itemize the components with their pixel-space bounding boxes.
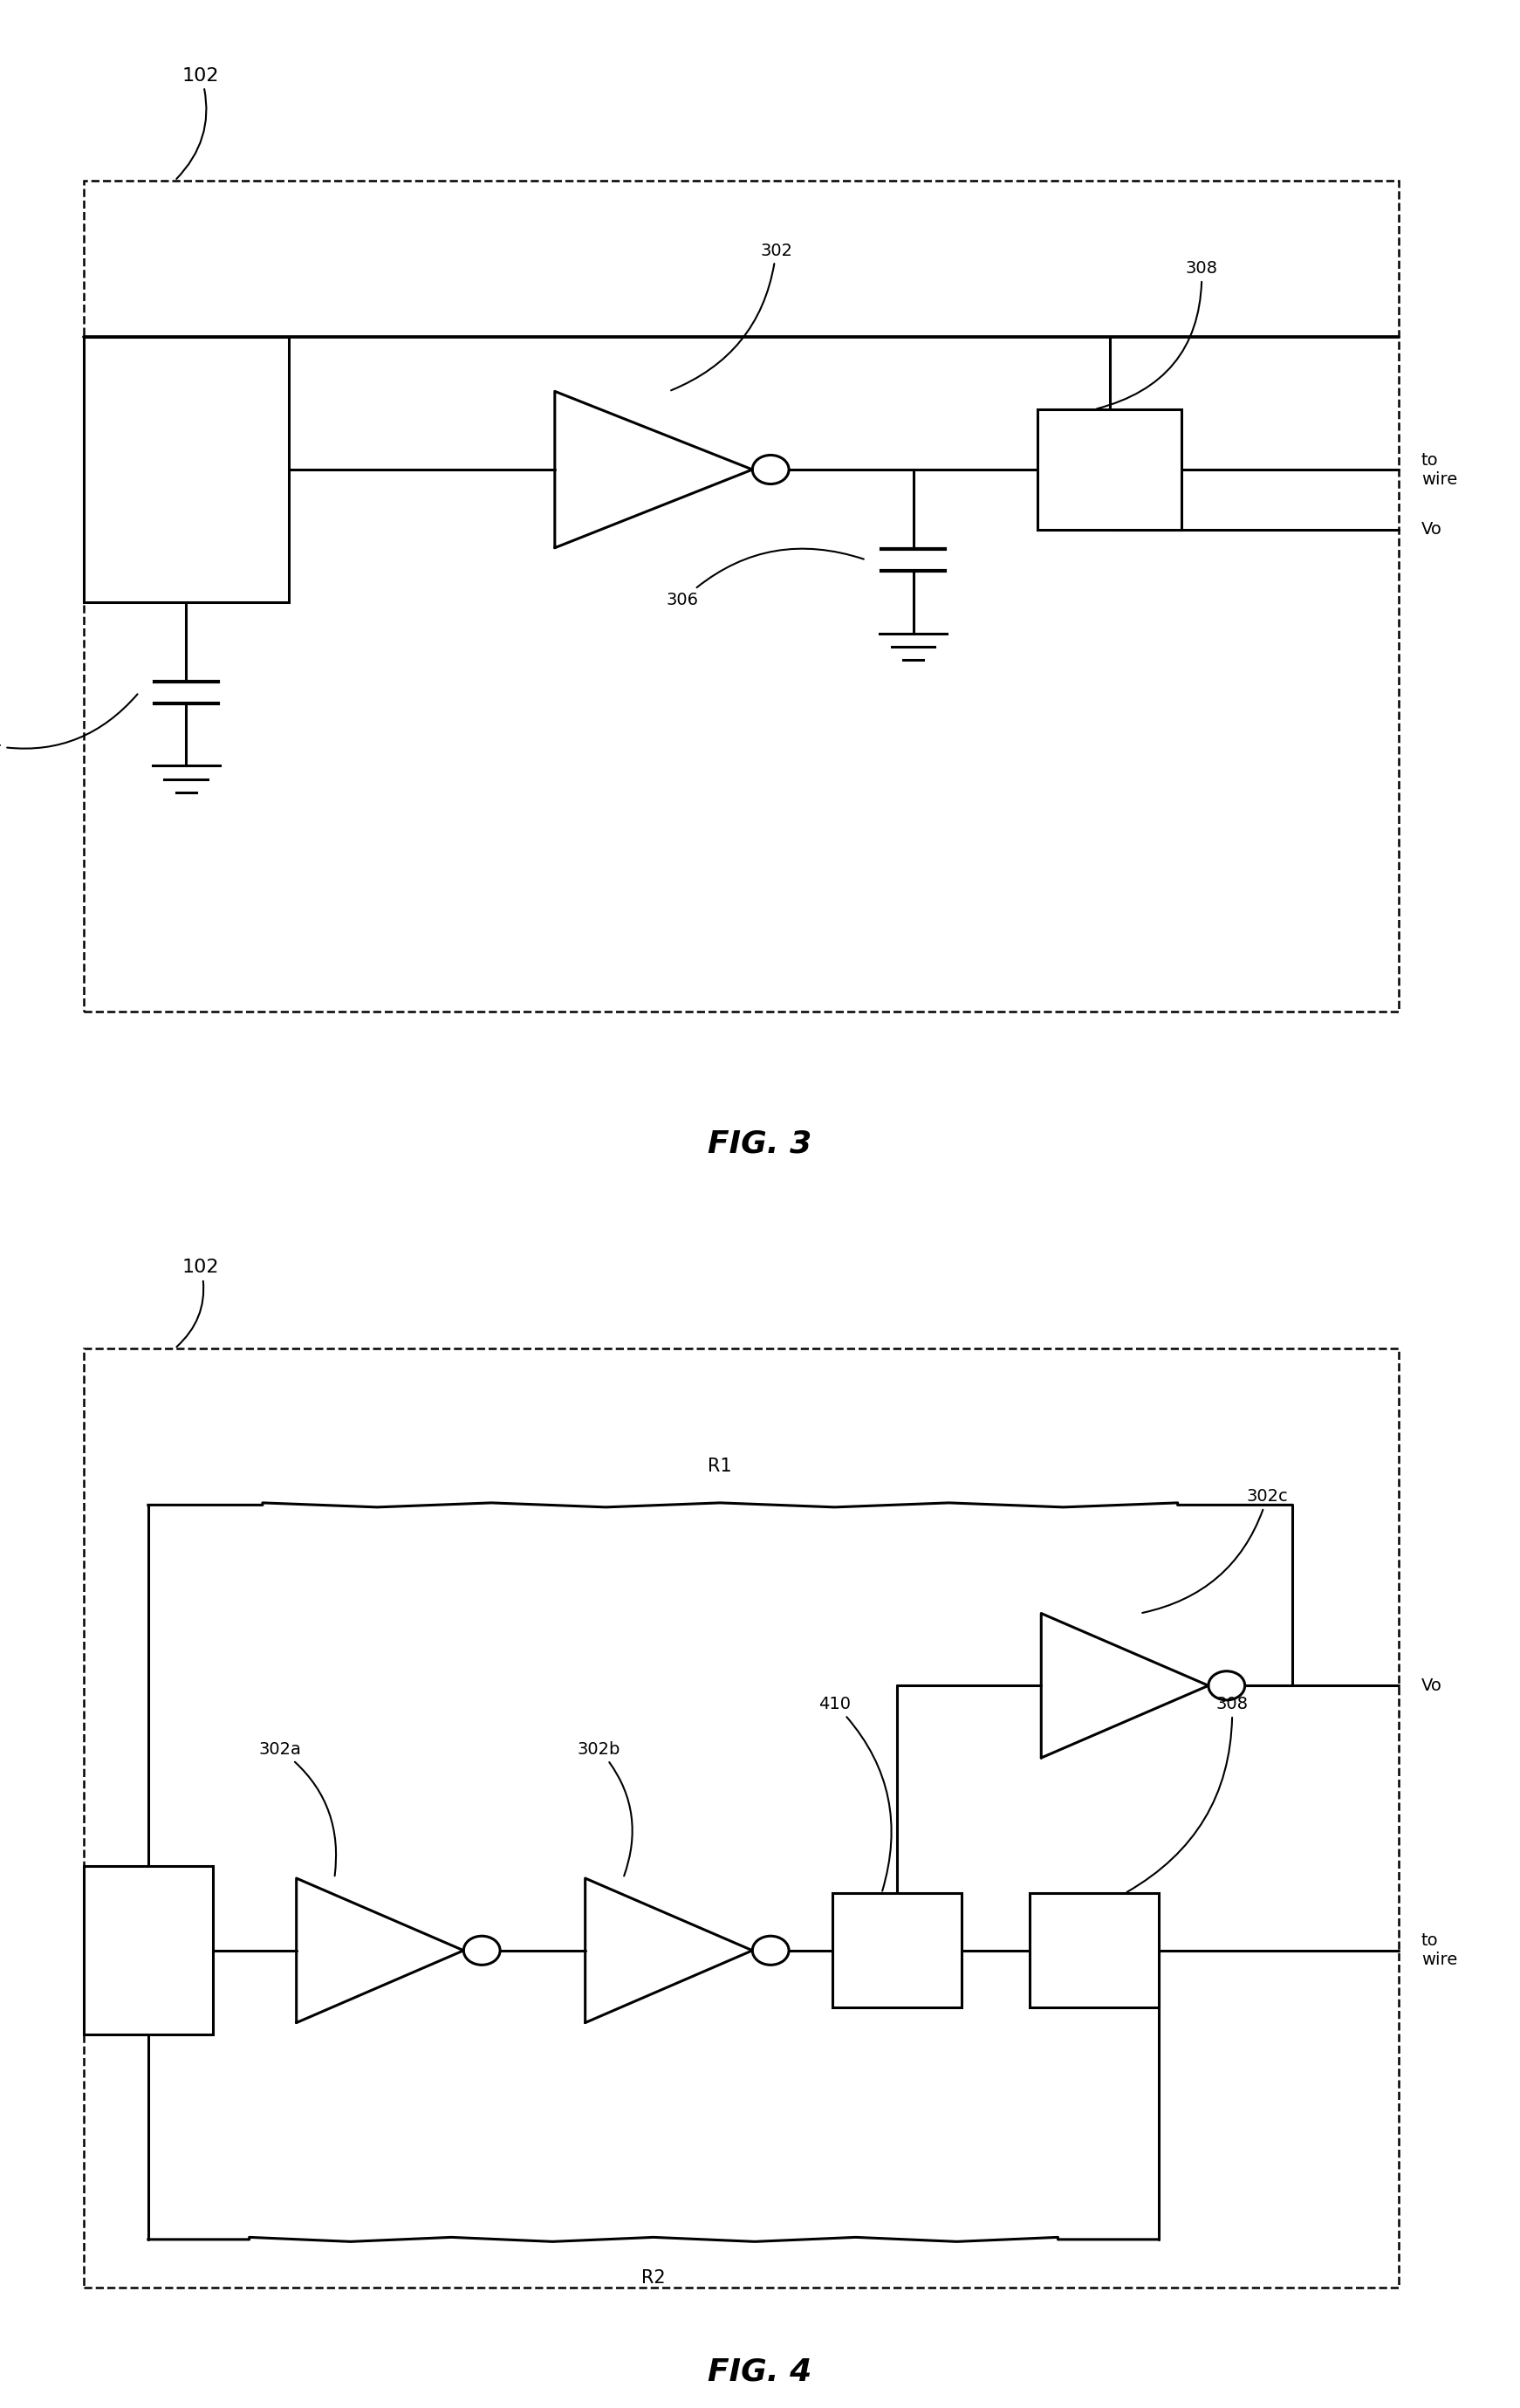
Bar	[84, 337, 289, 602]
Text: R1: R1	[708, 1457, 733, 1474]
Text: 102: 102	[176, 1259, 219, 1346]
Text: to
wire: to wire	[1421, 1934, 1458, 1967]
Bar	[1031, 1893, 1160, 2008]
Text: 102: 102	[176, 67, 219, 178]
Text: 410: 410	[819, 1695, 891, 1890]
Text: FIG. 3: FIG. 3	[708, 1129, 812, 1158]
Text: 308: 308	[1126, 1695, 1248, 1893]
Bar	[84, 181, 1398, 1011]
Bar	[1038, 409, 1183, 530]
Text: 302: 302	[670, 243, 792, 390]
Text: FIG. 4: FIG. 4	[708, 2357, 812, 2386]
Text: 302b: 302b	[578, 1741, 632, 1876]
Text: 308: 308	[1097, 260, 1218, 409]
Text: Vo: Vo	[1421, 1678, 1442, 1693]
Bar	[833, 1893, 962, 2008]
Text: to
wire: to wire	[1421, 453, 1458, 486]
Bar	[84, 1348, 1398, 2288]
Text: Vo: Vo	[1421, 523, 1442, 537]
Text: 304: 304	[0, 694, 137, 751]
Text: 302a: 302a	[258, 1741, 336, 1876]
Text: R2: R2	[641, 2268, 666, 2288]
Bar	[84, 1866, 213, 2035]
Text: 302c: 302c	[1143, 1488, 1287, 1613]
Text: 306: 306	[667, 549, 863, 609]
